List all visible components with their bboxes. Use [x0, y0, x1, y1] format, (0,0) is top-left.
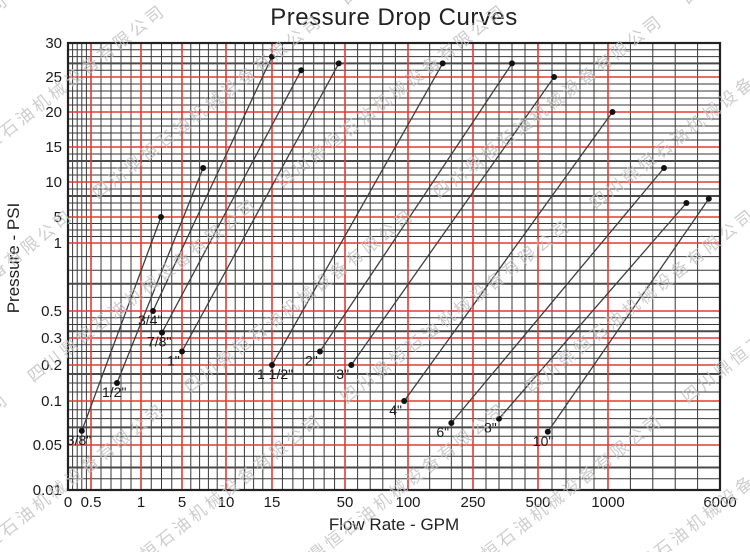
- data-point: [159, 329, 166, 336]
- y-tick-label: 0.01: [33, 482, 62, 499]
- data-point: [551, 74, 558, 80]
- series-line: [271, 63, 444, 366]
- y-tick-label: 0.2: [41, 357, 62, 374]
- y-tick-label: 10: [45, 174, 62, 191]
- data-point: [705, 195, 712, 202]
- x-tick-label: 1000: [591, 494, 624, 511]
- x-tick-label: 6000: [703, 494, 736, 511]
- point-label: 3/4": [138, 312, 162, 328]
- series-line: [498, 202, 687, 420]
- plot-border: [66, 41, 722, 492]
- point-label: 8": [484, 420, 497, 436]
- data-point: [683, 200, 690, 206]
- y-tick-label: 15: [45, 139, 62, 156]
- x-tick-label: 250: [460, 494, 485, 511]
- data-point: [179, 348, 185, 355]
- point-label: 6": [436, 424, 449, 440]
- data-point: [544, 428, 551, 435]
- series-line: [81, 216, 162, 432]
- series-line: [152, 56, 273, 312]
- y-tick-label: 30: [45, 35, 62, 52]
- y-tick-label: 0.1: [41, 393, 62, 410]
- data-point: [609, 109, 616, 115]
- data-point: [200, 165, 207, 171]
- point-label: 7/8": [147, 334, 171, 350]
- x-axis-title: Flow Rate - GPM: [328, 515, 460, 534]
- x-tick-label: 50: [337, 494, 354, 511]
- data-point: [335, 60, 342, 67]
- data-point: [149, 308, 156, 314]
- point-label: 10": [533, 433, 554, 449]
- data-point: [114, 380, 120, 386]
- point-label: 1 1/2": [257, 366, 293, 382]
- series-line: [181, 63, 340, 352]
- x-tick-label: 5: [178, 494, 186, 511]
- chart-title: Pressure Drop Curves: [270, 4, 518, 31]
- series-line: [450, 167, 665, 424]
- series-line: [403, 111, 614, 402]
- data-point: [269, 362, 275, 368]
- series-line: [161, 69, 302, 333]
- point-label: 4": [389, 402, 402, 418]
- x-tick-label: 15: [264, 494, 281, 511]
- y-tick-label: 5: [54, 209, 62, 226]
- x-tick-label: 0: [64, 494, 72, 511]
- point-label: 3": [336, 366, 349, 382]
- point-label: 1": [167, 353, 180, 369]
- x-tick-label: 500: [525, 494, 550, 511]
- y-tick-label: 25: [45, 69, 62, 86]
- series-line: [350, 76, 555, 366]
- data-point: [496, 415, 502, 422]
- data-point: [401, 398, 408, 404]
- y-tick-label: 0.3: [41, 330, 62, 347]
- data-point: [348, 362, 355, 368]
- data-point: [157, 214, 164, 220]
- y-tick-label: 1: [54, 235, 62, 252]
- data-point: [448, 420, 455, 426]
- y-tick-label: 20: [45, 104, 62, 121]
- y-axis-title: Pressure - PSI: [4, 202, 23, 314]
- x-tick-label: 0.5: [81, 494, 102, 511]
- point-label: 3/8": [67, 432, 91, 448]
- x-tick-label: 100: [395, 494, 420, 511]
- point-label: 1/2": [102, 384, 126, 400]
- y-tick-label: 0.05: [33, 437, 62, 454]
- point-label: 2": [305, 353, 318, 369]
- data-point: [509, 60, 515, 67]
- data-point: [298, 67, 305, 74]
- data-point: [439, 60, 446, 67]
- series-line: [116, 167, 204, 384]
- x-tick-label: 1: [137, 494, 145, 511]
- y-tick-label: 0.5: [41, 303, 62, 320]
- series-line: [547, 198, 710, 433]
- x-tick-label: 10: [218, 494, 235, 511]
- data-point: [78, 427, 85, 434]
- data-point: [661, 165, 667, 171]
- series-line: [319, 63, 513, 352]
- data-point: [316, 348, 323, 355]
- data-point: [269, 53, 275, 60]
